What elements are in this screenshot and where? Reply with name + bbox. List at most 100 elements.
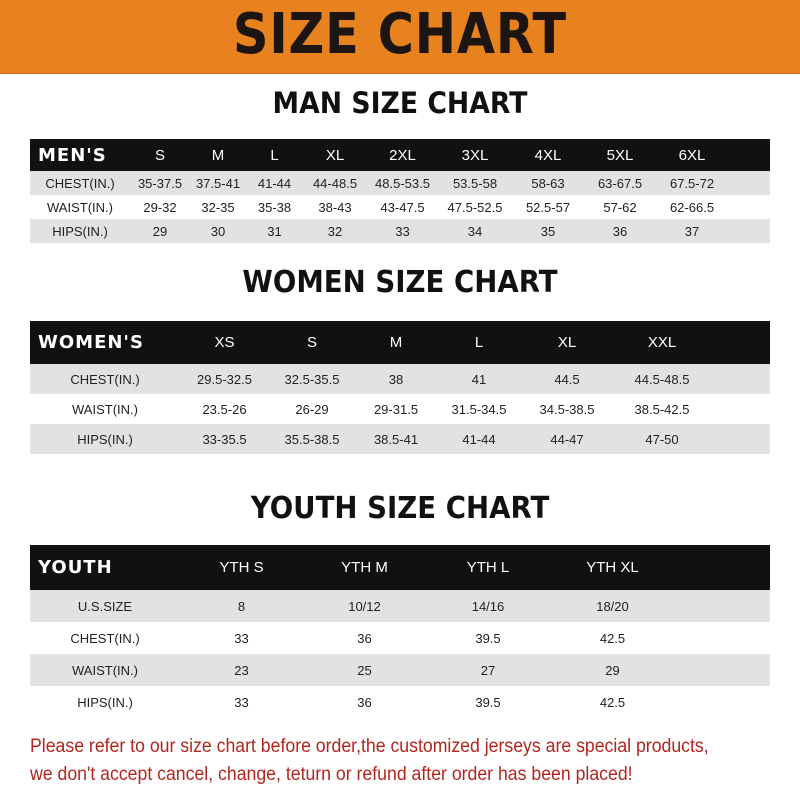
empty-cell (675, 622, 770, 654)
measure-value: 30 (190, 219, 246, 243)
order-notice: Please refer to our size chart before or… (30, 733, 737, 789)
measure-label: HIPS(IN.) (30, 686, 180, 718)
measure-value: 31.5-34.5 (437, 394, 521, 424)
measure-label: HIPS(IN.) (30, 219, 130, 243)
size-header-cell: 6XL (656, 139, 728, 171)
measure-value: 34.5-38.5 (521, 394, 613, 424)
size-header-cell: 3XL (438, 139, 512, 171)
order-notice-line-2: we don't accept cancel, change, teturn o… (30, 764, 633, 785)
measure-value: 29.5-32.5 (180, 364, 269, 394)
measure-value: 62-66.5 (656, 195, 728, 219)
measure-value: 27 (426, 654, 550, 686)
order-notice-line-1: Please refer to our size chart before or… (30, 736, 709, 757)
measure-value: 47-50 (613, 424, 711, 454)
measure-value: 58-63 (512, 171, 584, 195)
measure-value: 44.5 (521, 364, 613, 394)
size-header-cell: M (355, 321, 437, 364)
table-row: HIPS(IN.) 33 36 39.5 42.5 (30, 686, 770, 718)
measure-value: 25 (303, 654, 426, 686)
table-row: CHEST(IN.) 33 36 39.5 42.5 (30, 622, 770, 654)
size-header-cell: YTH XL (550, 545, 675, 590)
measure-value: 44.5-48.5 (613, 364, 711, 394)
measure-value: 33 (180, 686, 303, 718)
measure-value: 32 (303, 219, 367, 243)
measure-value: 35-37.5 (130, 171, 190, 195)
size-header-cell: S (269, 321, 355, 364)
size-header-cell: L (246, 139, 303, 171)
women-section-title: WOMEN SIZE CHART (242, 265, 558, 300)
measure-value: 52.5-57 (512, 195, 584, 219)
measure-value: 23 (180, 654, 303, 686)
measure-value: 29 (550, 654, 675, 686)
measure-value: 35-38 (246, 195, 303, 219)
empty-cell (728, 195, 770, 219)
measure-value: 26-29 (269, 394, 355, 424)
size-header-cell: S (130, 139, 190, 171)
size-header-cell: 5XL (584, 139, 656, 171)
empty-cell (711, 364, 770, 394)
measure-value: 41 (437, 364, 521, 394)
measure-value: 29-32 (130, 195, 190, 219)
table-row: CHEST(IN.) 29.5-32.5 32.5-35.5 38 41 44.5 44.5… (30, 364, 770, 394)
measure-value: 29-31.5 (355, 394, 437, 424)
table-row: U.S.SIZE 8 10/12 14/16 18/20 (30, 590, 770, 622)
youth-size-table: YOUTH YTH S YTH M YTH L YTH XL U.S.SIZE 8 10/12… (30, 545, 770, 718)
size-header-cell: YTH M (303, 545, 426, 590)
size-header-cell: L (437, 321, 521, 364)
measure-value: 36 (303, 686, 426, 718)
table-row: HIPS(IN.) 29 30 31 32 33 34 35 36 37 (30, 219, 770, 243)
measure-value: 14/16 (426, 590, 550, 622)
table-row: WAIST(IN.) 29-32 32-35 35-38 38-43 43-47.5 47.… (30, 195, 770, 219)
table-header-row: MEN'S S M L XL 2XL 3XL 4XL 5XL 6XL (30, 139, 770, 171)
size-header-cell: YTH L (426, 545, 550, 590)
measure-value: 37 (656, 219, 728, 243)
measure-label: CHEST(IN.) (30, 364, 180, 394)
measure-value: 38 (355, 364, 437, 394)
table-row: HIPS(IN.) 33-35.5 35.5-38.5 38.5-41 41-44 44-… (30, 424, 770, 454)
empty-cell (675, 686, 770, 718)
empty-cell (675, 590, 770, 622)
measure-value: 32-35 (190, 195, 246, 219)
size-chart-banner: SIZE CHART (0, 0, 800, 74)
empty-cell (711, 394, 770, 424)
youth-section-title: YOUTH SIZE CHART (250, 491, 550, 526)
measure-value: 63-67.5 (584, 171, 656, 195)
table-corner-label: WOMEN'S (30, 321, 180, 364)
size-header-cell: M (190, 139, 246, 171)
measure-value: 39.5 (426, 686, 550, 718)
men-section-title: MAN SIZE CHART (272, 86, 528, 120)
size-header-cell: 2XL (367, 139, 438, 171)
table-row: CHEST(IN.) 35-37.5 37.5-41 41-44 44-48.5 48.5… (30, 171, 770, 195)
measure-value: 43-47.5 (367, 195, 438, 219)
empty-cell (711, 321, 770, 364)
measure-value: 32.5-35.5 (269, 364, 355, 394)
size-header-cell: XL (521, 321, 613, 364)
empty-cell (675, 654, 770, 686)
measure-value: 8 (180, 590, 303, 622)
measure-label: U.S.SIZE (30, 590, 180, 622)
size-header-cell: XXL (613, 321, 711, 364)
measure-label: HIPS(IN.) (30, 424, 180, 454)
measure-value: 47.5-52.5 (438, 195, 512, 219)
measure-value: 35 (512, 219, 584, 243)
measure-label: CHEST(IN.) (30, 171, 130, 195)
size-header-cell: XL (303, 139, 367, 171)
measure-value: 37.5-41 (190, 171, 246, 195)
women-size-table: WOMEN'S XS S M L XL XXL CHEST(IN.) 29.5-32.5 32.5… (30, 321, 770, 454)
measure-value: 42.5 (550, 686, 675, 718)
measure-value: 38.5-41 (355, 424, 437, 454)
size-header-cell: YTH S (180, 545, 303, 590)
measure-value: 41-44 (246, 171, 303, 195)
table-row: WAIST(IN.) 23 25 27 29 (30, 654, 770, 686)
size-header-cell: XS (180, 321, 269, 364)
measure-label: WAIST(IN.) (30, 394, 180, 424)
measure-value: 42.5 (550, 622, 675, 654)
measure-value: 23.5-26 (180, 394, 269, 424)
measure-value: 33 (367, 219, 438, 243)
table-header-row: YOUTH YTH S YTH M YTH L YTH XL (30, 545, 770, 590)
measure-value: 67.5-72 (656, 171, 728, 195)
measure-value: 36 (584, 219, 656, 243)
measure-label: WAIST(IN.) (30, 654, 180, 686)
measure-value: 18/20 (550, 590, 675, 622)
size-header-cell: 4XL (512, 139, 584, 171)
